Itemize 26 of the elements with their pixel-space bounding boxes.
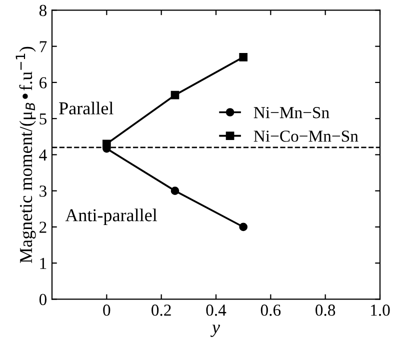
legend-label: Ni−Co−Mn−Sn xyxy=(254,130,358,142)
x-axis-title: y xyxy=(210,324,220,337)
annotation: Anti-parallel xyxy=(65,208,157,226)
x-tick-label: 0.4 xyxy=(206,304,226,316)
x-tick-label: 0.2 xyxy=(152,304,171,316)
point xyxy=(239,52,248,62)
x-tick-label: 0.8 xyxy=(316,304,336,316)
y-tick-label: 8 xyxy=(39,4,47,16)
y-tick-label: 3 xyxy=(40,186,46,197)
point xyxy=(170,186,180,195)
y-tick-label: 0 xyxy=(39,294,47,306)
y-tick-label: 5 xyxy=(40,113,46,125)
annotation: Parallel xyxy=(59,102,114,114)
x-tick-label: 0.6 xyxy=(260,304,281,316)
x-tick-label: 1.0 xyxy=(371,304,390,316)
y-tick-label: 4 xyxy=(39,150,47,160)
y-tick-label: 6 xyxy=(40,77,47,88)
point xyxy=(170,90,180,100)
point xyxy=(239,222,248,232)
x-tick-label: 0 xyxy=(103,304,110,316)
legend-label: Ni−Mn−Sn xyxy=(254,107,330,118)
y-tick-label: 7 xyxy=(40,41,47,52)
y-tick-label: 1 xyxy=(40,258,46,269)
point xyxy=(102,140,111,148)
y-axis-title: Magnetic moment/(μ$_{B}$•f.u$^{−1}$) xyxy=(16,46,36,263)
y-tick-label: 2 xyxy=(40,222,46,233)
